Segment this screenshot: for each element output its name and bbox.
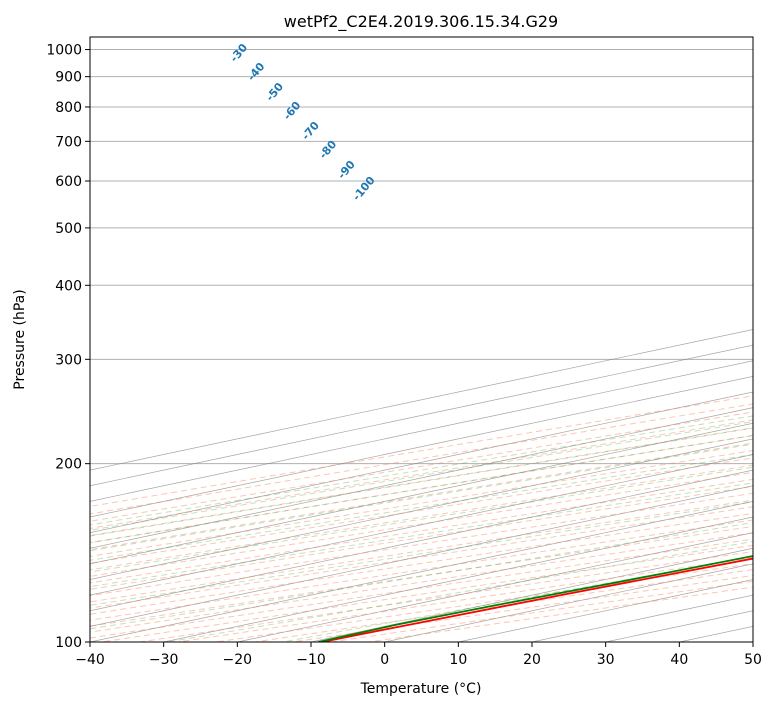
x-tick-label: −20	[223, 652, 253, 668]
isotherm-line	[90, 438, 753, 580]
isotherm-line	[90, 454, 753, 596]
isotherm-line	[90, 360, 753, 502]
isotherm-label: -40	[245, 60, 268, 84]
isotherm-line	[90, 485, 753, 627]
dry-adiabat-line	[90, 419, 753, 529]
dry-adiabat-line	[90, 427, 753, 537]
y-tick-label: 400	[55, 278, 82, 294]
isotherm-line	[90, 422, 753, 565]
moist-adiabat-line	[90, 466, 753, 573]
isotherm-label: -90	[335, 158, 358, 182]
isotherm-line	[458, 579, 753, 642]
dry-adiabat-line	[90, 434, 753, 544]
chart-title: wetPf2_C2E4.2019.306.15.34.G29	[284, 12, 558, 32]
x-tick-label: 30	[597, 652, 615, 668]
dewpoint-profile-line	[318, 555, 753, 642]
isotherm-line	[90, 469, 753, 612]
dry-adiabat-line	[90, 464, 753, 571]
isotherm-line	[679, 626, 753, 642]
dry-adiabat-line	[90, 512, 753, 615]
dry-adiabat-line	[90, 395, 753, 507]
dry-adiabat-line	[90, 457, 753, 564]
isotherm-line	[90, 407, 753, 549]
isotherm-line	[752, 641, 753, 642]
y-tick-label: 200	[55, 457, 82, 473]
dry-adiabat-line	[90, 442, 753, 551]
dry-adiabat-line	[90, 471, 753, 577]
moist-adiabat-line	[90, 501, 753, 606]
dry-adiabat-line	[90, 499, 753, 603]
dry-adiabat-line	[90, 411, 753, 522]
isotherm-line	[90, 344, 753, 487]
y-tick-label: 500	[55, 221, 82, 237]
isotherm-label: -30	[227, 41, 250, 65]
y-tick-label: 1000	[46, 43, 82, 59]
moist-adiabat-line	[90, 434, 753, 544]
isotherm-label: -70	[299, 119, 322, 143]
isotherm-line	[90, 329, 753, 471]
x-tick-label: 40	[670, 652, 688, 668]
isotherm-line	[90, 376, 753, 518]
moist-adiabat-line	[90, 427, 753, 537]
x-tick-label: −10	[296, 652, 326, 668]
dry-adiabat-line	[292, 574, 753, 642]
dry-adiabat-line	[139, 551, 753, 642]
dry-adiabat-line	[90, 403, 753, 515]
x-tick-label: −40	[75, 652, 105, 668]
dry-adiabat-line	[90, 492, 753, 597]
isotherm-line	[90, 391, 753, 533]
moist-adiabat-line	[282, 555, 753, 642]
isotherm-label: -100	[350, 174, 378, 204]
moist-adiabat-line	[90, 454, 753, 561]
dry-adiabat-line	[215, 563, 753, 642]
dry-adiabat-line	[90, 532, 753, 633]
y-tick-label: 800	[55, 100, 82, 116]
isotherm-label: -60	[281, 99, 304, 123]
x-tick-label: 20	[523, 652, 541, 668]
isotherm-line	[163, 516, 753, 642]
plot-frame	[89, 36, 754, 643]
y-tick-label: 600	[55, 174, 82, 190]
dry-adiabat-line	[330, 580, 753, 642]
isotherm-line	[237, 532, 753, 642]
moist-adiabat-line	[90, 482, 753, 588]
dry-adiabat-line	[90, 506, 753, 609]
y-tick-label: 300	[55, 352, 82, 368]
moist-adiabat-line	[90, 443, 753, 552]
x-tick-label: 50	[744, 652, 762, 668]
dry-adiabat-line	[90, 485, 753, 590]
y-tick-label: 700	[55, 134, 82, 150]
dry-adiabat-line	[90, 478, 753, 584]
y-tick-label: 900	[55, 70, 82, 86]
isotherm-label: -50	[263, 80, 286, 104]
x-tick-label: 10	[449, 652, 467, 668]
x-tick-label: −30	[149, 652, 179, 668]
moist-adiabat-line	[90, 415, 753, 526]
moist-adiabat-line	[167, 540, 753, 642]
isotherm-line	[90, 501, 753, 642]
y-axis-label: Pressure (hPa)	[12, 289, 28, 389]
dry-adiabat-line	[90, 450, 753, 557]
y-tick-label: 100	[55, 635, 82, 651]
temperature-profile-line	[321, 557, 753, 642]
moist-adiabat-line	[90, 421, 753, 531]
dry-adiabat-line	[90, 525, 753, 627]
dry-adiabat-line	[90, 519, 753, 621]
x-axis-label: Temperature (°C)	[360, 681, 482, 697]
dry-adiabat-line	[177, 557, 753, 642]
dry-adiabat-line	[368, 586, 753, 642]
x-tick-label: 0	[380, 652, 389, 668]
